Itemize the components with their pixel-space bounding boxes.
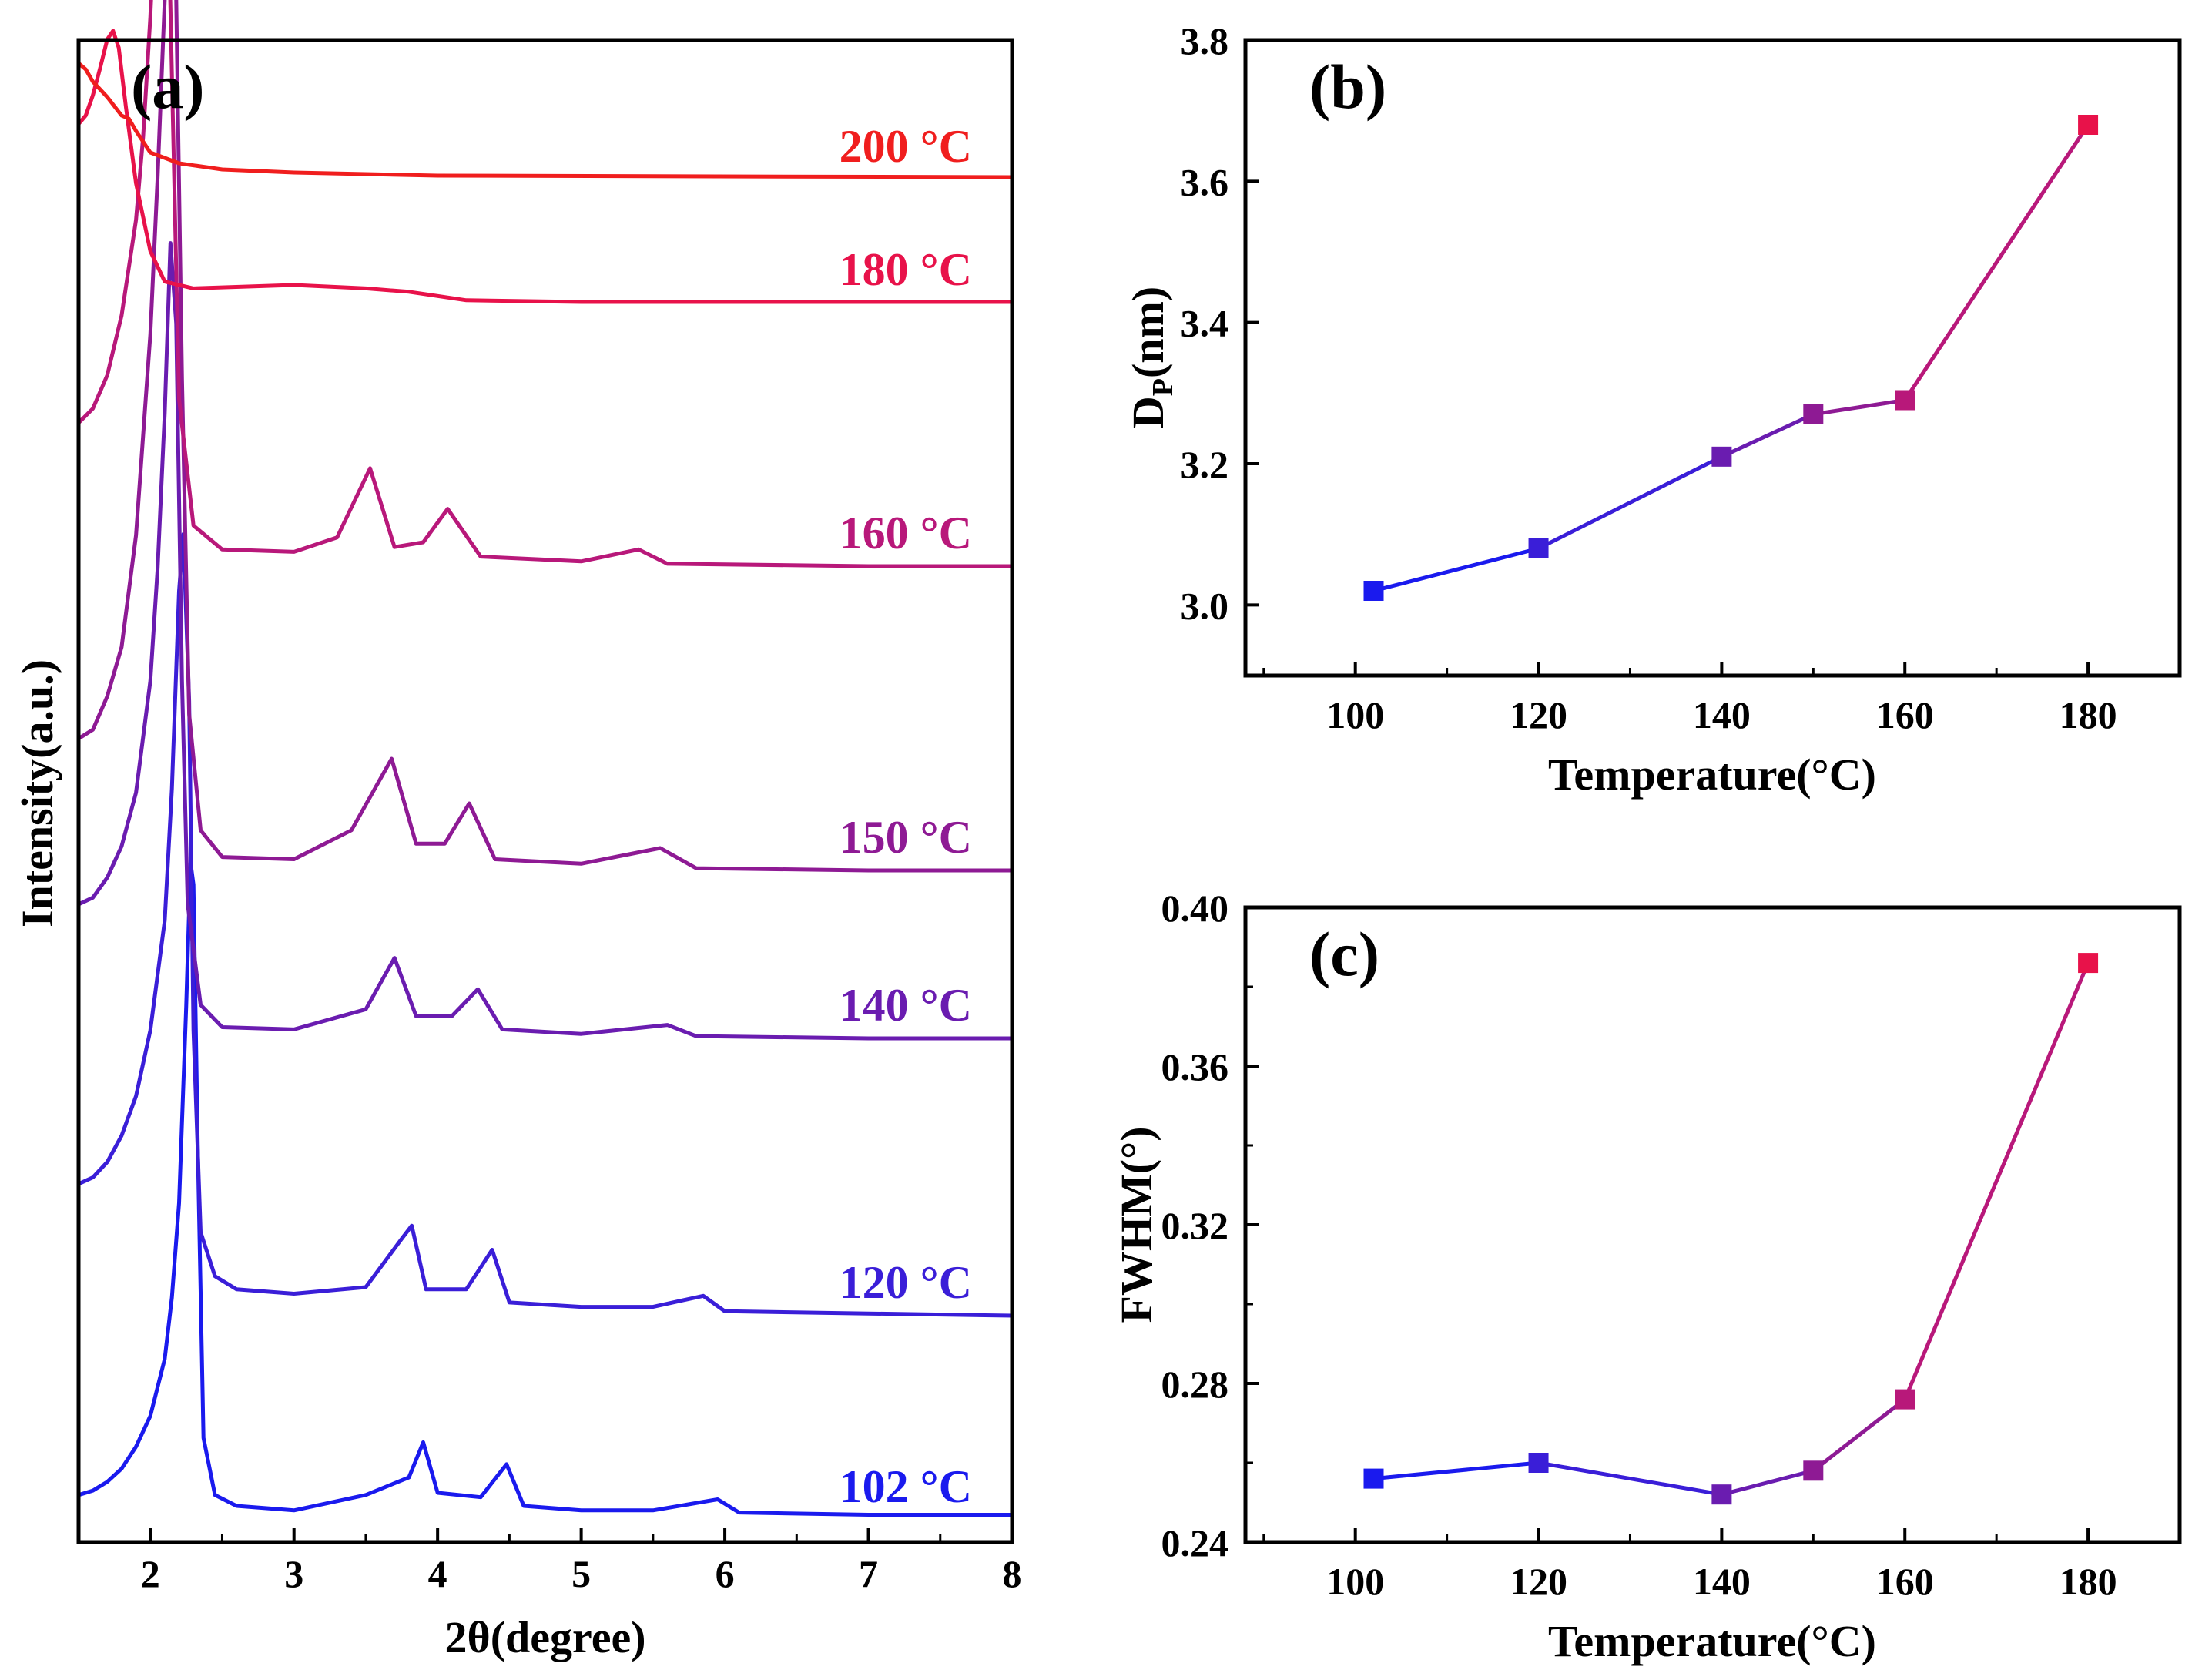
panel-c-y-axis-title: FWHM(°) bbox=[1111, 1126, 1161, 1323]
x-tick-label: 120 bbox=[1510, 1560, 1567, 1603]
y-tick-label: 0.36 bbox=[1161, 1045, 1229, 1088]
x-tick-label: 6 bbox=[716, 1552, 735, 1595]
data-point-marker bbox=[1363, 581, 1384, 601]
series-segment bbox=[1372, 546, 1540, 593]
y-tick-label: 0.24 bbox=[1161, 1521, 1229, 1564]
curve-c200 bbox=[77, 62, 1013, 179]
series-segment bbox=[1373, 1460, 1539, 1481]
data-point-marker bbox=[1803, 1460, 1824, 1481]
x-tick-label: 7 bbox=[859, 1552, 878, 1595]
x-axis-title: 2θ(degree) bbox=[444, 1612, 645, 1662]
y-tick-label: 3.0 bbox=[1181, 584, 1229, 627]
x-tick-label: 4 bbox=[428, 1552, 447, 1595]
panel-label-a: (a) bbox=[131, 52, 205, 122]
data-point-marker bbox=[1895, 1389, 1915, 1410]
x-axis-ticks: 2 3 4 5 6 7 8 bbox=[77, 1528, 1022, 1595]
curve-label-c200: 200 °C bbox=[840, 121, 972, 172]
x-tick-label: 8 bbox=[1003, 1552, 1022, 1595]
series-segment bbox=[1903, 123, 2090, 401]
x-tick-label: 100 bbox=[1326, 1560, 1384, 1603]
panel-c-x-axis-title: Temperature(°C) bbox=[1548, 1616, 1876, 1666]
x-tick-label: 100 bbox=[1326, 693, 1384, 736]
curve-label-c180: 180 °C bbox=[840, 244, 972, 295]
panel-b-ticks: 100 120 140 160 180 3.0 3.2 3.4 3.6 3.8 bbox=[1181, 19, 2181, 736]
y-tick-label: 0.28 bbox=[1161, 1363, 1229, 1406]
data-point-marker bbox=[1711, 446, 1732, 467]
series-segment bbox=[1812, 398, 1905, 417]
curve-label-c160: 160 °C bbox=[840, 508, 972, 558]
panel-label-b: (b) bbox=[1309, 52, 1386, 122]
y-tick-label: 3.2 bbox=[1181, 443, 1229, 486]
x-tick-label: 160 bbox=[1876, 693, 1934, 736]
x-tick-label: 180 bbox=[2060, 693, 2117, 736]
series-segment bbox=[1812, 1397, 1906, 1473]
panel-label-c: (c) bbox=[1309, 919, 1379, 989]
data-point-marker bbox=[1363, 1468, 1384, 1489]
series-segment bbox=[1538, 1460, 1722, 1497]
panel-b-frame bbox=[1243, 38, 2182, 678]
y-tick-label: 3.8 bbox=[1181, 19, 1229, 62]
curve-c180 bbox=[77, 29, 1012, 304]
data-point-marker bbox=[1528, 538, 1549, 558]
series-segment bbox=[1537, 454, 1723, 551]
x-tick-label: 140 bbox=[1693, 1560, 1751, 1603]
x-tick-label: 140 bbox=[1693, 693, 1751, 736]
data-point-marker bbox=[1528, 1453, 1549, 1473]
series-segment bbox=[1721, 1468, 1814, 1497]
panel-b-pore-diameter: 100 120 140 160 180 3.0 3.2 3.4 3.6 3.8 (b) Tempe… bbox=[1123, 19, 2182, 800]
y-tick-label: 3.6 bbox=[1181, 160, 1229, 203]
data-point-marker bbox=[1803, 404, 1824, 424]
data-point-marker bbox=[1711, 1484, 1732, 1505]
x-tick-label: 2 bbox=[141, 1552, 160, 1595]
data-point-marker bbox=[2078, 115, 2099, 135]
curve-c120 bbox=[77, 531, 1013, 1318]
panel-a-frame bbox=[76, 38, 1014, 1544]
x-tick-label: 5 bbox=[571, 1552, 591, 1595]
panel-c-ticks: 100 120 140 160 180 0.24 0.28 0.32 0.36 0.40 bbox=[1161, 887, 2181, 1603]
panel-a-xrd-patterns: 2 3 4 5 6 7 8 102 °C 120 °C 140 °C 150 °C 160 °C 18… bbox=[12, 0, 1022, 1662]
panel-b-y-axis-title: DP(nm) bbox=[1123, 287, 1179, 428]
curve-c140 bbox=[77, 241, 1012, 1041]
y-tick-label: 0.40 bbox=[1161, 887, 1229, 930]
curve-c160 bbox=[77, 0, 1012, 568]
series-segment bbox=[1721, 412, 1815, 459]
curve-labels: 102 °C 120 °C 140 °C 150 °C 160 °C 180 °C 200 … bbox=[840, 121, 972, 1512]
dp-series bbox=[1363, 115, 2099, 601]
x-tick-label: 120 bbox=[1510, 693, 1567, 736]
curve-label-c102: 102 °C bbox=[840, 1461, 972, 1512]
curve-label-c140: 140 °C bbox=[840, 980, 972, 1031]
data-point-marker bbox=[1895, 390, 1915, 411]
panel-b-x-axis-title: Temperature(°C) bbox=[1548, 749, 1876, 800]
fwhm-series bbox=[1363, 953, 2099, 1505]
y-axis-title: Intensity(a.u.) bbox=[12, 659, 62, 927]
curve-label-c150: 150 °C bbox=[840, 812, 972, 863]
curve-c102 bbox=[78, 860, 1012, 1517]
data-point-marker bbox=[2078, 953, 2099, 974]
curve-label-c120: 120 °C bbox=[840, 1257, 972, 1308]
xrd-curves bbox=[77, 0, 1013, 1517]
panel-c-frame bbox=[1243, 905, 2182, 1544]
x-tick-label: 180 bbox=[2060, 1560, 2117, 1603]
x-tick-label: 3 bbox=[284, 1552, 303, 1595]
y-tick-label: 3.4 bbox=[1181, 302, 1229, 345]
x-tick-label: 160 bbox=[1876, 1560, 1934, 1603]
curve-c150 bbox=[77, 0, 1012, 873]
series-segment bbox=[1902, 962, 2090, 1400]
y-tick-label: 0.32 bbox=[1161, 1204, 1229, 1247]
